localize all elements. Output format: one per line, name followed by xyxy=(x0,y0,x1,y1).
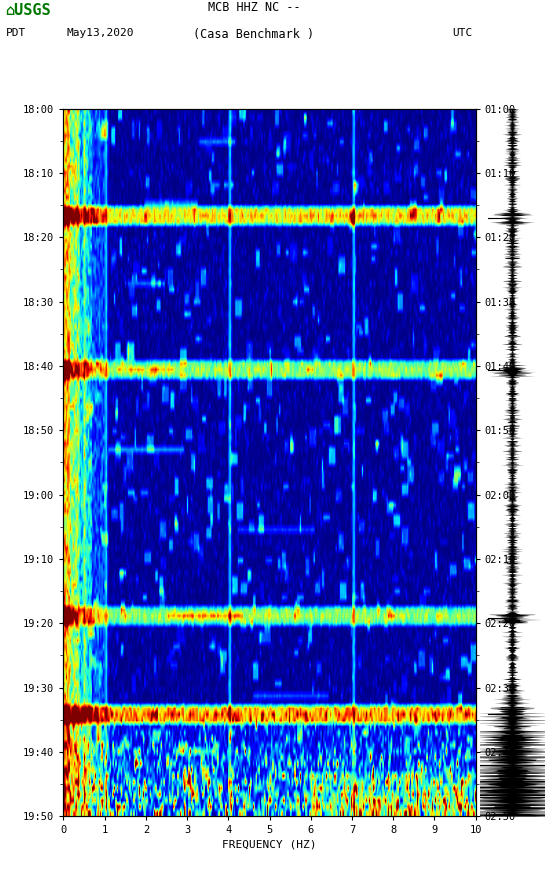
Text: MCB HHZ NC --: MCB HHZ NC -- xyxy=(208,1,300,14)
Text: ⌂USGS: ⌂USGS xyxy=(6,3,51,18)
Text: PDT: PDT xyxy=(6,28,26,37)
Text: UTC: UTC xyxy=(453,28,473,37)
Text: (Casa Benchmark ): (Casa Benchmark ) xyxy=(193,28,315,41)
Text: May13,2020: May13,2020 xyxy=(66,28,134,37)
X-axis label: FREQUENCY (HZ): FREQUENCY (HZ) xyxy=(222,839,317,849)
